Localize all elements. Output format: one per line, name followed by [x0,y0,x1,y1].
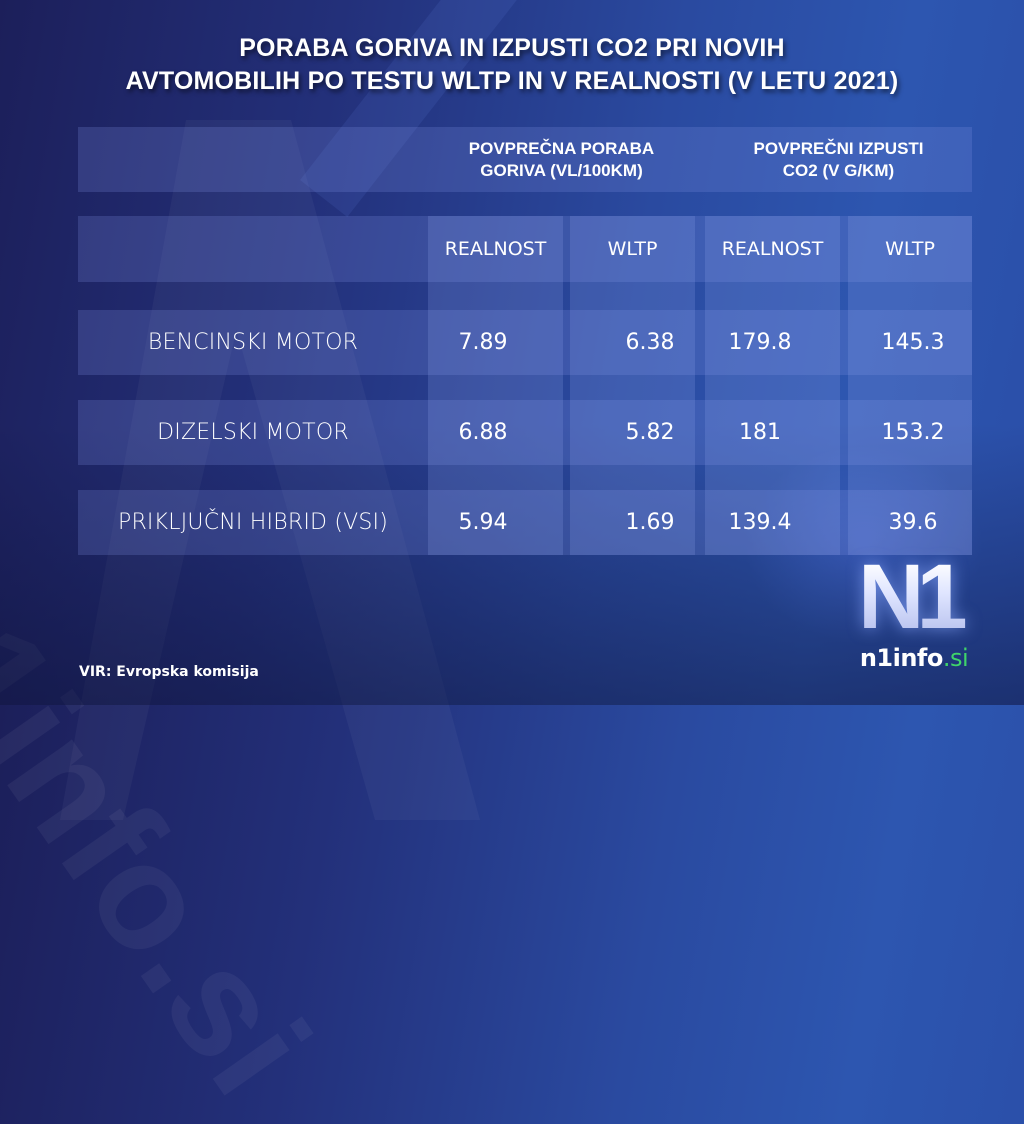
title-line-2: AVTOMOBILIH PO TESTU WLTP IN V REALNOSTI… [125,67,899,95]
source-note: VIR: Evropska komisija [79,664,259,680]
cell-bencinski-co2-realnost: 179.8 [728,330,792,355]
cell-hibrid-fuel-wltp: 1.69 [625,510,675,535]
cell-bencinski-fuel-realnost: 7.89 [458,330,508,355]
sub-header-band [78,216,972,282]
column-realnost-co2 [705,216,840,555]
row-band-3 [78,490,972,555]
group-header-co2-line2: CO2 (V G/KM) [782,160,895,180]
group-header-fuel-line1: POVPREČNA PORABA [468,138,655,158]
column-wltp-fuel [570,216,695,555]
row-band-1 [78,310,972,375]
n1-logo-mark: N1 [858,551,982,643]
cell-dizelski-co2-wltp: 153.2 [881,420,945,445]
cell-bencinski-co2-wltp: 145.3 [881,330,945,355]
row-label-dizelski: DIZELSKI MOTOR [157,420,349,445]
chart-title: PORABA GORIVA IN IZPUSTI CO2 PRI NOVIH A… [0,32,1024,98]
row-label-bencinski: BENCINSKI MOTOR [147,330,359,355]
sub-header-wltp-co2: WLTP [885,238,935,260]
row-band-2 [78,400,972,465]
group-header-fuel-line2: GORIVA (VL/100KM) [480,160,643,180]
cell-dizelski-fuel-wltp: 5.82 [625,420,675,445]
cell-hibrid-co2-wltp: 39.6 [888,510,938,535]
cell-hibrid-co2-realnost: 139.4 [728,510,792,535]
row-label-hibrid: PRIKLJUČNI HIBRID (VSI) [117,510,389,535]
watermark: n1info.si [0,521,343,1123]
column-realnost-fuel [428,216,563,555]
sub-header-realnost-fuel: REALNOST [444,238,547,260]
title-line-1: PORABA GORIVA IN IZPUSTI CO2 PRI NOVIH [239,34,785,62]
wordmark-tld: .si [942,644,969,672]
sub-header-wltp-fuel: WLTP [607,238,658,260]
cell-dizelski-fuel-realnost: 6.88 [458,420,508,445]
cell-bencinski-fuel-wltp: 6.38 [625,330,675,355]
sub-header-realnost-co2: REALNOST [721,238,824,260]
n1info-wordmark: n1info.si [834,644,994,672]
cell-dizelski-co2-realnost: 181 [739,420,781,445]
cell-hibrid-fuel-realnost: 5.94 [458,510,508,535]
group-header-co2-line1: POVPREČNI IZPUSTI [753,138,924,158]
column-wltp-co2 [848,216,972,555]
group-header-fuel: POVPREČNA PORABA GORIVA (VL/100KM) [428,127,695,192]
n1-logo: N1 n1info.si [840,551,990,680]
group-header-band [78,127,972,192]
group-header-co2: POVPREČNI IZPUSTI CO2 (V G/KM) [705,127,972,192]
wordmark-name: n1info [859,644,944,672]
